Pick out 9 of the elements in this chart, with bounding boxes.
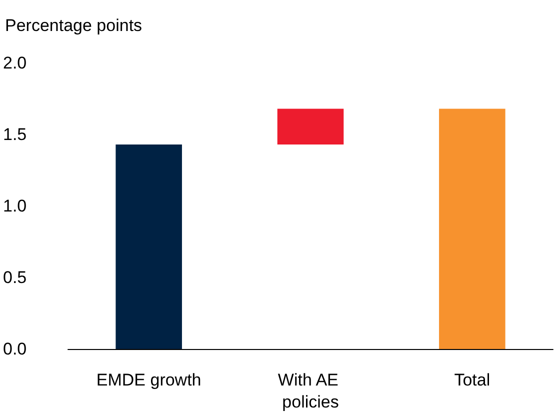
- y-tick-label: 1.5: [3, 125, 27, 144]
- y-tick-label: 2.0: [3, 54, 27, 72]
- x-tick-label: Total: [454, 370, 490, 390]
- y-tick-label: 1.0: [3, 196, 27, 216]
- y-tick-label: 0.5: [3, 268, 27, 287]
- y-axis-title: Percentage points: [5, 16, 142, 35]
- x-tick-label: With AE policies: [278, 370, 344, 412]
- y-tick-label: 0.0: [3, 340, 27, 358]
- x-tick-label: EMDE growth: [96, 370, 202, 390]
